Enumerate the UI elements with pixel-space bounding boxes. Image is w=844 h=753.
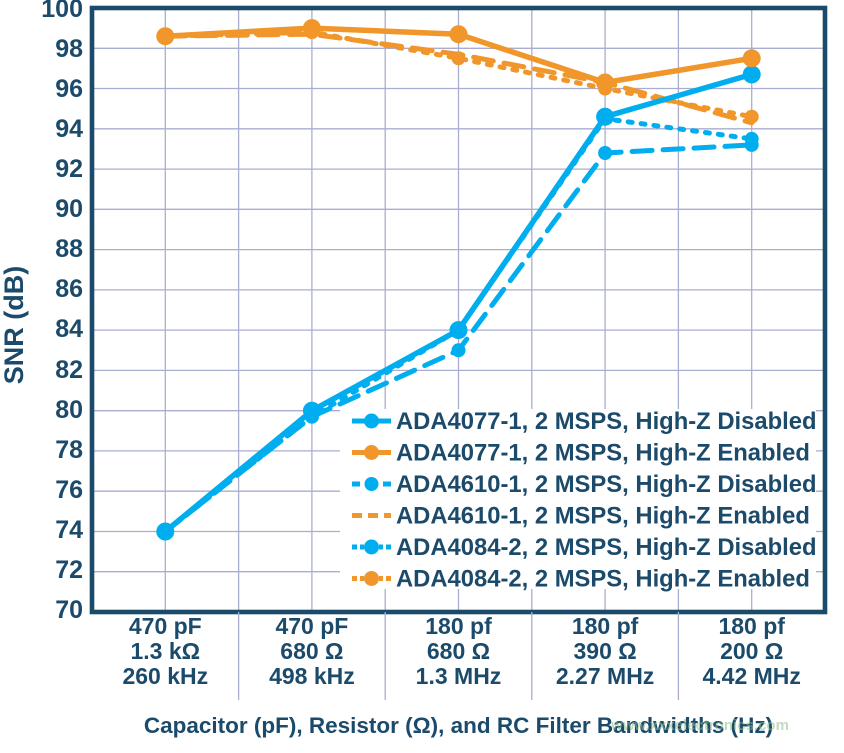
svg-text:72: 72: [55, 556, 83, 584]
svg-text:1.3 kΩ: 1.3 kΩ: [130, 638, 200, 664]
svg-text:82: 82: [55, 356, 83, 384]
svg-text:680 Ω: 680 Ω: [280, 638, 343, 664]
svg-text:70: 70: [55, 596, 83, 624]
svg-text:ADA4084-2, 2 MSPS, High-Z Disa: ADA4084-2, 2 MSPS, High-Z Disabled: [396, 534, 817, 561]
svg-text:78: 78: [55, 436, 83, 464]
svg-text:94: 94: [55, 115, 83, 143]
svg-text:498 kHz: 498 kHz: [269, 663, 355, 689]
svg-text:470 pF: 470 pF: [275, 613, 348, 639]
svg-text:92: 92: [55, 155, 83, 183]
svg-text:180 pf: 180 pf: [572, 613, 639, 639]
svg-text:180 pf: 180 pf: [425, 613, 492, 639]
svg-text:SNR (dB): SNR (dB): [0, 266, 29, 384]
svg-text:88: 88: [55, 235, 83, 263]
svg-text:200 Ω: 200 Ω: [720, 638, 783, 664]
svg-text:180 pf: 180 pf: [718, 613, 785, 639]
svg-text:74: 74: [55, 516, 83, 544]
svg-text:96: 96: [55, 75, 83, 103]
svg-text:ADA4610-1, 2 MSPS, High-Z Disa: ADA4610-1, 2 MSPS, High-Z Disabled: [396, 471, 817, 498]
svg-text:ADA4610-1, 2 MSPS, High-Z Enab: ADA4610-1, 2 MSPS, High-Z Enabled: [396, 503, 810, 530]
svg-text:98: 98: [55, 35, 83, 63]
svg-text:1.3 MHz: 1.3 MHz: [416, 663, 502, 689]
svg-text:260 kHz: 260 kHz: [122, 663, 208, 689]
svg-text:86: 86: [55, 275, 83, 303]
svg-text:ADA4077-1, 2 MSPS, High-Z Enab: ADA4077-1, 2 MSPS, High-Z Enabled: [396, 440, 810, 467]
svg-text:680 Ω: 680 Ω: [427, 638, 490, 664]
svg-text:ADA4084-2, 2 MSPS, High-Z Enab: ADA4084-2, 2 MSPS, High-Z Enabled: [396, 566, 810, 593]
svg-text:80: 80: [55, 396, 83, 424]
svg-text:90: 90: [55, 195, 83, 223]
svg-text:100: 100: [41, 0, 83, 23]
svg-text:ADA4077-1, 2 MSPS, High-Z Disa: ADA4077-1, 2 MSPS, High-Z Disabled: [396, 408, 817, 435]
svg-text:www.xxxelectronics.com: www.xxxelectronics.com: [610, 717, 789, 734]
svg-text:4.42 MHz: 4.42 MHz: [702, 663, 800, 689]
svg-text:2.27 MHz: 2.27 MHz: [556, 663, 654, 689]
svg-text:470 pF: 470 pF: [129, 613, 202, 639]
svg-text:76: 76: [55, 476, 83, 504]
svg-text:84: 84: [55, 315, 83, 343]
svg-text:390 Ω: 390 Ω: [573, 638, 636, 664]
